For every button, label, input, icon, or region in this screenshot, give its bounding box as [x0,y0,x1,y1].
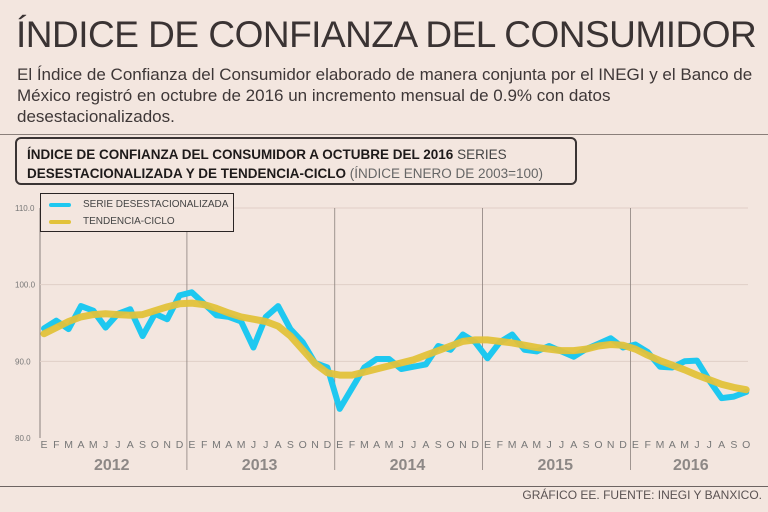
x-tick-label: M [212,439,221,451]
chart-title-bold: ÍNDICE DE CONFIANZA DEL CONSUMIDOR A OCT… [27,147,454,162]
legend-label: TENDENCIA-CICLO [83,216,175,227]
x-tick-label: F [349,439,355,451]
legend-item-tendencia: TENDENCIA-CICLO [49,216,175,227]
x-tick-label: M [532,439,541,451]
legend-item-serie: SERIE DESESTACIONALIZADA [49,199,228,210]
x-tick-label: F [53,439,59,451]
x-tick-label: N [607,439,615,451]
x-tick-label: S [139,439,146,451]
divider [0,486,768,487]
x-tick-label: J [103,439,108,451]
x-tick-label: N [459,439,467,451]
page-title: ÍNDICE DE CONFIANZA DEL CONSUMIDOR [16,14,757,55]
x-tick-label: J [263,439,268,451]
x-tick-label: F [497,439,503,451]
x-tick-label: J [546,439,551,451]
x-tick-label: M [385,439,394,451]
year-label: 2013 [242,457,278,474]
year-label: 2015 [537,457,573,474]
x-tick-label: A [570,439,577,451]
series-line-tendencia-ciclo [40,299,750,394]
x-tick-label: M [508,439,517,451]
x-tick-label: A [422,439,429,451]
x-tick-label: M [360,439,369,451]
x-tick-label: E [484,439,491,451]
description: El Índice de Confianza del Consumidor el… [17,65,753,126]
x-tick-label: E [40,439,47,451]
x-tick-label: E [632,439,639,451]
chart-title-bold-2: DESESTACIONALIZADA Y DE TENDENCIA-CICLO [27,166,347,181]
x-tick-label: D [176,439,184,451]
x-tick-label: N [311,439,319,451]
y-tick-label: 110.0 [15,204,35,213]
x-tick-label: D [324,439,332,451]
y-tick-label: 100.0 [15,281,36,290]
x-tick-label: J [399,439,404,451]
x-tick-label: F [201,439,207,451]
x-tick-label: N [163,439,171,451]
year-label: 2012 [94,457,130,474]
chart-title: ÍNDICE DE CONFIANZA DEL CONSUMIDOR A OCT… [15,137,577,185]
x-tick-label: A [373,439,380,451]
chart-title-paren: (ÍNDICE ENERO DE 2003=100) [349,166,543,181]
x-tick-label: A [77,439,84,451]
legend-label: SERIE DESESTACIONALIZADA [83,199,229,210]
x-tick-label: J [115,439,120,451]
legend-swatch-serie [49,202,71,207]
x-tick-label: M [237,439,246,451]
x-tick-label: E [336,439,343,451]
x-tick-label: J [694,439,699,451]
legend-swatch-tendencia [49,219,71,224]
x-tick-label: S [435,439,442,451]
x-tick-label: S [730,439,737,451]
x-tick-label: D [619,439,627,451]
x-tick-label: A [669,439,676,451]
x-tick-label: O [299,439,307,451]
x-tick-label: O [742,439,750,451]
year-label: 2014 [390,457,426,474]
x-tick-label: S [287,439,294,451]
chart-legend: SERIE DESESTACIONALIZADA TENDENCIA-CICLO [40,193,234,232]
x-tick-label: E [188,439,195,451]
x-tick-label: A [225,439,232,451]
divider [0,134,768,135]
x-tick-label: O [446,439,454,451]
x-tick-label: J [251,439,256,451]
x-tick-label: M [89,439,98,451]
x-tick-label: S [583,439,590,451]
y-tick-label: 90.0 [15,357,31,366]
x-tick-label: O [151,439,159,451]
year-label: 2016 [673,457,709,474]
x-tick-label: J [559,439,564,451]
x-tick-label: D [471,439,479,451]
x-tick-label: A [275,439,282,451]
x-tick-label: M [656,439,665,451]
x-tick-label: M [64,439,73,451]
x-tick-label: J [411,439,416,451]
y-tick-label: 80.0 [15,434,31,443]
x-tick-label: J [707,439,712,451]
x-tick-label: F [644,439,650,451]
x-tick-label: A [718,439,725,451]
x-tick-label: M [680,439,689,451]
chart-title-sub: SERIES [457,147,507,162]
x-tick-label: A [521,439,528,451]
source-note: GRÁFICO EE. FUENTE: INEGI Y BANXICO. [522,488,762,502]
x-tick-label: O [594,439,602,451]
x-tick-label: A [127,439,134,451]
